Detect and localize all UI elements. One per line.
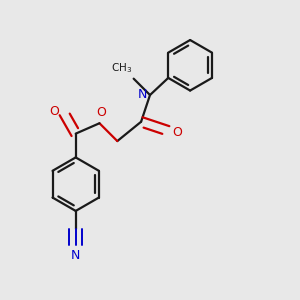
Text: N: N [71, 249, 80, 262]
Text: CH$_3$: CH$_3$ [111, 61, 132, 75]
Text: O: O [50, 105, 59, 118]
Text: O: O [172, 126, 182, 139]
Text: N: N [138, 88, 148, 100]
Text: O: O [96, 106, 106, 119]
